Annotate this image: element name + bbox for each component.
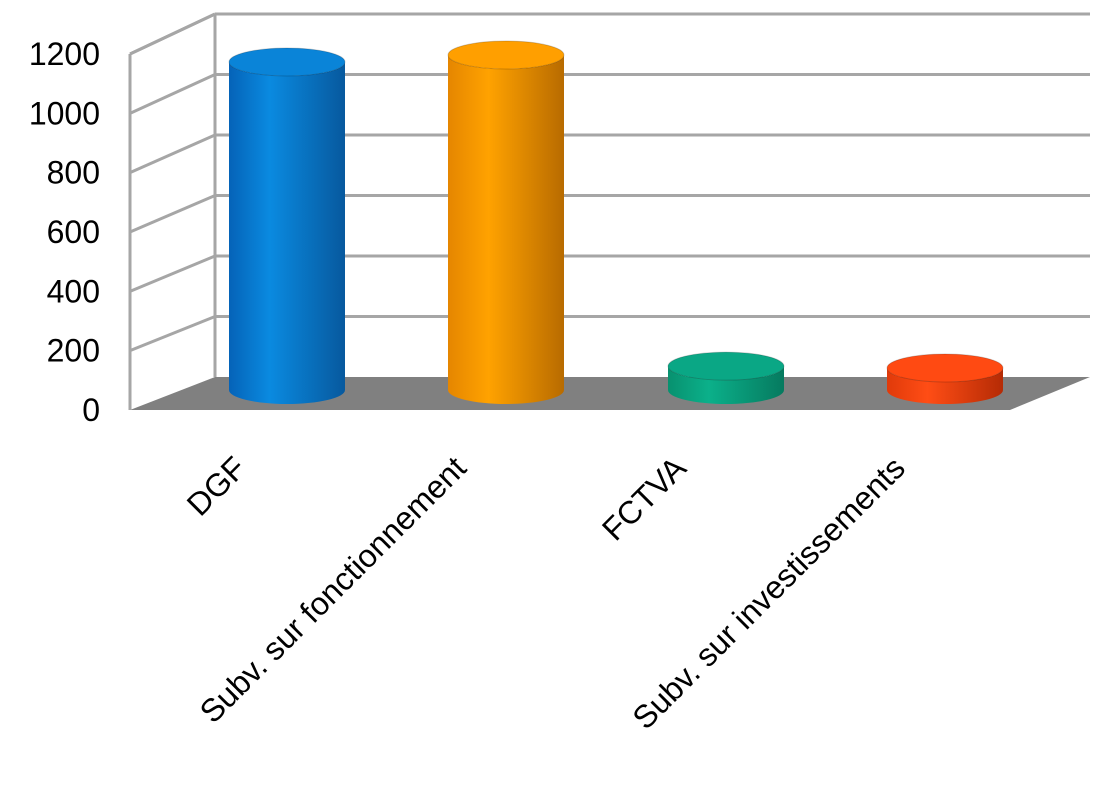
y-tick-label: 600 xyxy=(47,214,100,250)
bar xyxy=(228,47,346,404)
chart-bars xyxy=(228,40,1004,404)
y-tick-label: 800 xyxy=(47,155,100,191)
gridline xyxy=(129,315,1090,353)
chart-floor xyxy=(130,377,1090,410)
bar xyxy=(886,353,1004,404)
y-tick-label: 400 xyxy=(47,273,100,309)
gridline xyxy=(129,73,1090,115)
x-tick-label: FCTVA xyxy=(595,449,693,547)
gridline xyxy=(129,194,1090,234)
y-tick-label: 1000 xyxy=(29,95,100,131)
x-tick-label: DGF xyxy=(180,449,253,522)
y-tick-label: 1200 xyxy=(29,36,100,72)
y-tick-label: 200 xyxy=(47,333,100,369)
gridline xyxy=(129,133,1090,175)
bar xyxy=(667,351,785,404)
y-tick-label: 0 xyxy=(82,392,100,428)
gridline xyxy=(129,254,1090,293)
y-axis: 0 200 400 600 800 1000 1200 xyxy=(29,12,216,428)
bar xyxy=(447,40,565,404)
